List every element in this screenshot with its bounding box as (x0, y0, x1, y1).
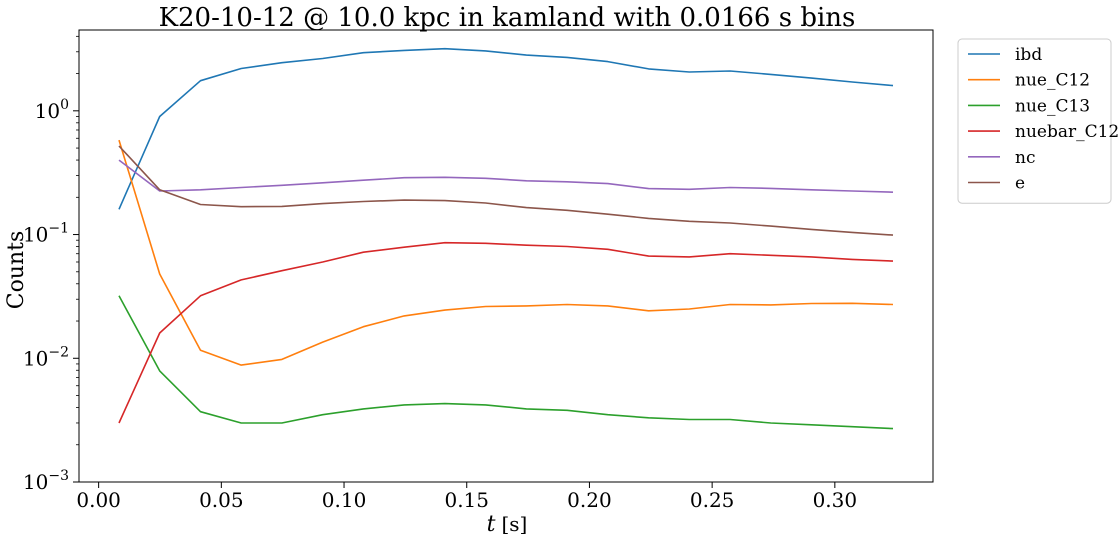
x-tick-label: 0.05 (199, 488, 244, 512)
x-axis-title-unit: [s] (501, 512, 527, 536)
y-tick-label: 10−3 (23, 468, 69, 494)
legend-label-nuebar_C12: nuebar_C12 (1015, 122, 1118, 142)
x-tick-label: 0.25 (690, 488, 735, 512)
x-tick-label: 0.00 (76, 488, 121, 512)
series-line-ibd (118, 47, 894, 210)
series-line-nue_C13 (118, 295, 894, 430)
series-line-nuebar_C12 (118, 241, 894, 424)
x-tick-label: 0.30 (813, 488, 858, 512)
legend-label-nue_C13: nue_C13 (1015, 96, 1090, 116)
y-tick-label: 10−1 (23, 221, 69, 247)
series-line-nue_C12 (118, 139, 894, 366)
series-line-nc (118, 159, 894, 193)
series-lines (118, 47, 894, 430)
x-axis-title-variable: t (487, 512, 496, 537)
series-line-e (118, 145, 894, 236)
axes: 0.00 0.05 0.10 0.15 0.20 0.25 0.30 100 10−1 10−2 1… (23, 35, 858, 512)
legend-label-nue_C12: nue_C12 (1015, 71, 1090, 91)
x-tick-label: 0.10 (322, 488, 367, 512)
plot-frame (78, 29, 934, 483)
x-axis-title: t [s] (487, 512, 528, 537)
legend-label-e: e (1015, 174, 1025, 194)
y-tick-label: 10−2 (23, 344, 69, 370)
legend-label-nc: nc (1015, 148, 1035, 168)
y-tick-label: 100 (35, 97, 69, 123)
chart-title: K20-10-12 @ 10.0 kpc in kamland with 0.0… (159, 3, 856, 33)
x-tick-label: 0.20 (567, 488, 612, 512)
x-tick-label: 0.15 (444, 488, 489, 512)
y-axis-title: Counts (4, 231, 29, 310)
legend-label-ibd: ibd (1015, 45, 1042, 65)
